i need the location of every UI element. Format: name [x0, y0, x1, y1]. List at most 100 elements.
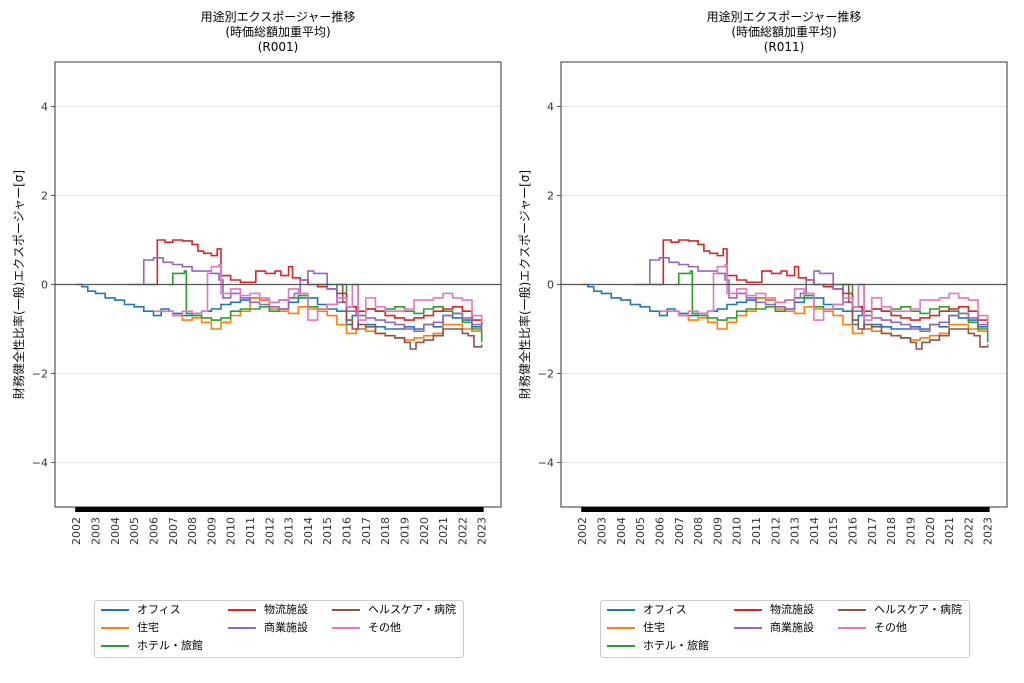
- chart-svg-r011: −4 −2 0 2 4 2002 2003 2004 2005 2006 2007 2008 2009 2…: [517, 61, 1008, 545]
- x-tick-label: 2022: [456, 517, 469, 545]
- y-axis-label: 財務健全性比率(一般)エクスポージャー[σ]: [517, 170, 532, 399]
- x-tick-label: 2008: [692, 517, 705, 545]
- x-tick-label: 2013: [789, 517, 802, 545]
- legend-swatch: [734, 609, 762, 611]
- x-tick-label: 2011: [750, 517, 763, 545]
- legend-label: その他: [874, 621, 907, 634]
- legend-label: 住宅: [137, 621, 159, 634]
- legend-label: ヘルスケア・病院: [368, 603, 456, 616]
- x-tick-label: 2023: [982, 517, 995, 545]
- legend-swatch: [332, 609, 360, 611]
- x-tick-label: 2005: [128, 517, 141, 545]
- y-tick-label: −4: [32, 457, 48, 470]
- x-tick-label: 2010: [731, 517, 744, 545]
- legend-swatch: [607, 645, 635, 647]
- x-tick-label: 2002: [70, 517, 83, 545]
- legend-swatch: [228, 627, 256, 629]
- series-line-物流施設: [145, 239, 483, 327]
- x-tick-label: 2021: [943, 517, 956, 545]
- x-tick-label: 2013: [283, 517, 296, 545]
- legend-swatch: [101, 645, 129, 647]
- series-line-ヘルスケア・病院: [317, 283, 483, 350]
- x-tick-label: 2008: [186, 517, 199, 545]
- chart-title: 用途別エクスポージャー推移 (時価総額加重平均) (R001): [22, 10, 534, 55]
- x-tick-label: 2022: [962, 517, 975, 545]
- x-tick-label: 2016: [341, 517, 354, 545]
- x-tick-label: 2009: [711, 517, 724, 545]
- y-tick-label: 2: [41, 190, 48, 203]
- series-line-その他: [659, 263, 989, 323]
- series-line-その他: [153, 263, 483, 323]
- legend-label: 住宅: [643, 621, 665, 634]
- y-tick-label: 2: [547, 190, 554, 203]
- legend: オフィス 住宅 ホテル・旅館 物流施設 商業施設 ヘルスケア・病院 その他: [600, 600, 970, 658]
- legend-swatch: [607, 627, 635, 629]
- legend-swatch: [607, 609, 635, 611]
- y-tick-label: −2: [538, 368, 554, 381]
- legend-swatch: [734, 627, 762, 629]
- legend-label: 商業施設: [770, 621, 814, 634]
- y-tick-label: 0: [41, 279, 48, 292]
- y-tick-label: 0: [547, 279, 554, 292]
- x-tick-label: 2017: [360, 517, 373, 545]
- series-line-物流施設: [651, 239, 989, 327]
- legend-label: 商業施設: [264, 621, 308, 634]
- x-tick-label: 2017: [866, 517, 879, 545]
- x-minor-ticks-bar: [581, 507, 990, 512]
- series-line-商業施設: [128, 257, 483, 332]
- series-line-ホテル・旅館: [674, 270, 989, 343]
- legend-label: 物流施設: [770, 603, 814, 616]
- legend-label: オフィス: [137, 603, 181, 616]
- x-tick-label: 2006: [654, 517, 667, 545]
- x-tick-label: 2003: [90, 517, 103, 545]
- legend-label: ヘルスケア・病院: [874, 603, 962, 616]
- legend-swatch: [838, 627, 866, 629]
- x-tick-label: 2006: [148, 517, 161, 545]
- x-tick-label: 2018: [885, 517, 898, 545]
- x-minor-ticks-bar: [75, 507, 484, 512]
- x-tick-label: 2019: [399, 517, 412, 545]
- legend-swatch: [101, 627, 129, 629]
- x-tick-label: 2012: [263, 517, 276, 545]
- legend-swatch: [101, 609, 129, 611]
- x-tick-label: 2002: [576, 517, 589, 545]
- x-tick-label: 2009: [205, 517, 218, 545]
- x-tick-label: 2019: [905, 517, 918, 545]
- x-tick-label: 2007: [673, 517, 686, 545]
- x-tick-label: 2007: [167, 517, 180, 545]
- x-tick-label: 2012: [769, 517, 782, 545]
- y-tick-label: −4: [538, 457, 554, 470]
- legend: オフィス 住宅 ホテル・旅館 物流施設 商業施設 ヘルスケア・病院 その他: [94, 600, 464, 658]
- x-tick-label: 2015: [827, 517, 840, 545]
- x-tick-label: 2018: [379, 517, 392, 545]
- chart-panel-r011: −4 −2 0 2 4 2002 2003 2004 2005 2006 2007 2008 2009 2…: [506, 0, 1018, 683]
- y-tick-label: 4: [41, 101, 48, 114]
- series-line-商業施設: [634, 257, 989, 332]
- series-line-ヘルスケア・病院: [823, 283, 989, 350]
- x-tick-label: 2015: [321, 517, 334, 545]
- x-tick-label: 2003: [596, 517, 609, 545]
- x-tick-label: 2023: [476, 517, 489, 545]
- chart-title: 用途別エクスポージャー推移 (時価総額加重平均) (R011): [528, 10, 1024, 55]
- chart-title-line-3: (R001): [257, 40, 299, 54]
- chart-panel-r001: −4 −2 0 2 4 2002 2003 2004 2005 2006 2007 2008 2009 2…: [11, 10, 502, 658]
- x-tick-label: 2005: [634, 517, 647, 545]
- x-tick-label: 2004: [109, 517, 122, 545]
- chart-title-line-1: 用途別エクスポージャー推移: [706, 10, 862, 24]
- x-tick-label: 2020: [924, 517, 937, 545]
- legend-swatch: [838, 609, 866, 611]
- chart-svg-r001: −4 −2 0 2 4 2002 2003 2004 2005 2006 2007 2008 2009 2…: [11, 61, 502, 545]
- x-tick-label: 2016: [847, 517, 860, 545]
- chart-title-line-2: (時価総額加重平均): [731, 25, 837, 39]
- legend-swatch: [228, 609, 256, 611]
- legend-swatch: [332, 627, 360, 629]
- y-axis-label: 財務健全性比率(一般)エクスポージャー[σ]: [11, 170, 26, 399]
- series-line-住宅: [678, 297, 989, 341]
- chart-title-line-2: (時価総額加重平均): [225, 25, 331, 39]
- x-tick-label: 2010: [225, 517, 238, 545]
- series-line-ホテル・旅館: [168, 270, 483, 343]
- x-tick-label: 2011: [244, 517, 257, 545]
- legend-label: 物流施設: [264, 603, 308, 616]
- legend-label: オフィス: [643, 603, 687, 616]
- series-line-住宅: [172, 297, 483, 341]
